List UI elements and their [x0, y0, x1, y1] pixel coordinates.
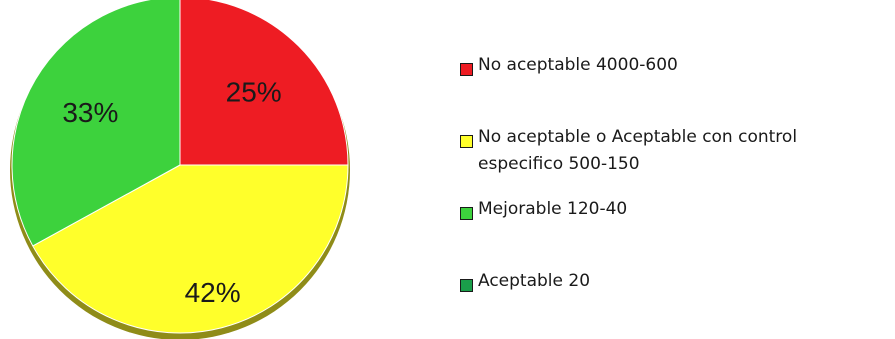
pie-slice: [32, 164, 349, 334]
pie-slice: [179, 0, 349, 166]
legend-label: Aceptable 20: [478, 271, 591, 291]
legend-item-aceptable-con-control: No aceptable o Aceptable con control esp…: [460, 127, 895, 178]
slice-percent-label: 25%: [226, 76, 282, 107]
legend-label: Mejorable 120-40: [478, 199, 628, 219]
legend-item-mejorable: Mejorable 120-40: [460, 199, 895, 223]
pie-slices: [11, 0, 349, 334]
pie-slice-labels: 25% 42% 33%: [62, 76, 281, 308]
pie-slice: [11, 0, 181, 247]
legend-swatch-dark-green: [460, 279, 473, 292]
slice-percent-label: 42%: [185, 277, 241, 308]
legend-label: No aceptable o Aceptable con control esp…: [478, 127, 798, 174]
legend-swatch-red: [460, 63, 473, 76]
legend-swatch-light-green: [460, 207, 473, 220]
legend-item-aceptable: Aceptable 20: [460, 271, 895, 295]
legend-swatch-yellow: [460, 135, 473, 148]
legend-label: No aceptable 4000-600: [478, 55, 678, 75]
chart-legend: No aceptable 4000-600 No aceptable o Ace…: [460, 0, 895, 339]
legend-item-no-aceptable: No aceptable 4000-600: [460, 55, 895, 79]
slice-percent-label: 33%: [62, 97, 118, 128]
